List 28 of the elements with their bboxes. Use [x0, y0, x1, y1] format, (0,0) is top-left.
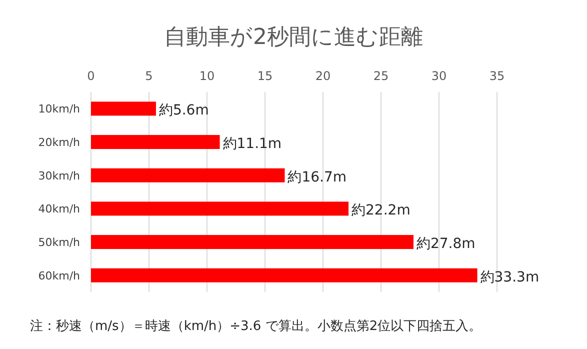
x-tick-label: 35: [489, 69, 505, 83]
x-tick-label: 25: [373, 69, 389, 83]
bar: [91, 235, 414, 249]
y-tick-label: 30km/h: [38, 169, 80, 182]
bar: [91, 135, 220, 149]
x-tick-label: 30: [431, 69, 447, 83]
chart-title: 自動車が2秒間に進む距離: [164, 25, 423, 50]
y-tick-label: 20km/h: [38, 136, 80, 149]
x-tick-label: 20: [315, 69, 331, 83]
x-tick-label: 0: [87, 69, 95, 83]
y-tick-label: 40km/h: [38, 202, 80, 216]
bar: [91, 168, 285, 182]
bar: [91, 202, 349, 216]
bar: [91, 268, 478, 282]
data-label: 約22.2m: [352, 202, 410, 219]
data-label: 約33.3m: [480, 269, 540, 286]
x-tick-label: 15: [257, 69, 273, 83]
bar: [91, 102, 156, 116]
y-tick-label: 10km/h: [38, 102, 80, 116]
y-tick-label: 50km/h: [38, 236, 80, 249]
data-label: 約5.6m: [158, 102, 209, 119]
data-label: 約11.1m: [222, 136, 282, 152]
data-label: 約16.7m: [288, 169, 347, 186]
y-tick-label: 60km/h: [38, 269, 80, 282]
data-label: 約27.8m: [416, 236, 476, 252]
x-tick-label: 10: [199, 69, 215, 83]
x-tick-label: 5: [145, 69, 153, 83]
text: 注：秒速（m/s）＝時速（km/h）÷3.6 で算出。小数点第2位以下四捨五入。: [30, 319, 482, 334]
